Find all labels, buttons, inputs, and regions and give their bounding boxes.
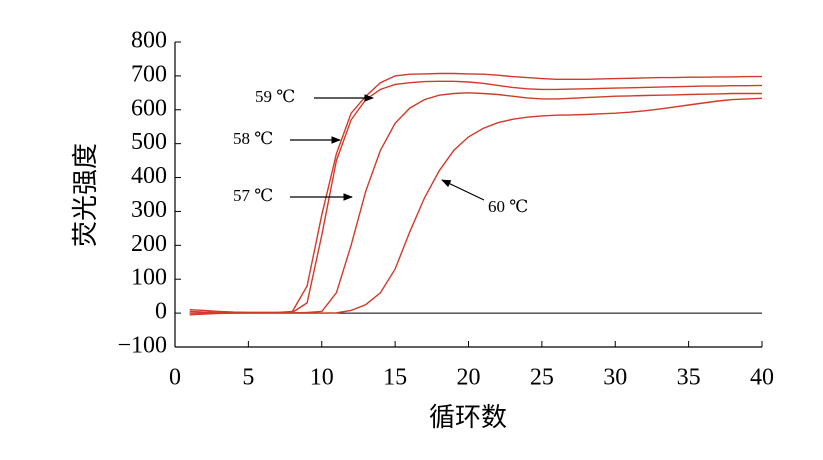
series-line (189, 97, 763, 314)
x-tick-label: 30 (603, 365, 627, 391)
y-axis-label: 荧光强度 (71, 143, 100, 247)
x-tick-label: 20 (457, 365, 481, 391)
annotation-arrow (441, 179, 485, 201)
series-line (189, 72, 762, 314)
x-tick-label: 5 (242, 365, 254, 391)
y-tick-label: 200 (131, 231, 167, 257)
y-tick-label: 500 (131, 129, 167, 155)
y-tick-label: 700 (131, 61, 167, 87)
x-tick-label: 25 (530, 365, 554, 391)
y-tick-label: 400 (131, 163, 167, 189)
series-line (189, 92, 762, 316)
y-tick-label: 0 (155, 299, 167, 325)
y-tick-label: 800 (131, 28, 167, 54)
x-tick-label: 40 (750, 365, 774, 391)
x-tick-label: 15 (383, 365, 407, 391)
x-tick-label: 10 (310, 365, 334, 391)
series-line (189, 80, 763, 314)
y-tick-label: 600 (131, 95, 167, 121)
x-axis-label: 循环数 (429, 403, 507, 432)
y-tick-label: 300 (131, 197, 167, 223)
y-tick-label: 100 (131, 265, 167, 291)
annotation: 57 ℃ (233, 186, 273, 205)
x-tick-label: 0 (169, 365, 181, 391)
x-tick-label: 35 (677, 365, 701, 391)
annotation: 60 ℃ (488, 197, 528, 216)
y-tick-label: −100 (117, 333, 167, 359)
annotation: 59 ℃ (255, 87, 295, 106)
annotation: 58 ℃ (233, 129, 273, 148)
